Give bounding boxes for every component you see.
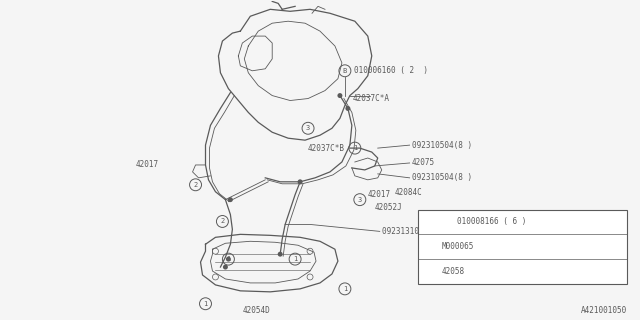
Text: 092310504(8 ): 092310504(8 ) bbox=[412, 173, 472, 182]
Text: A421001050: A421001050 bbox=[580, 306, 627, 315]
Text: 010006160 ( 2  ): 010006160 ( 2 ) bbox=[354, 66, 428, 75]
Text: 42054D: 42054D bbox=[243, 306, 270, 315]
Text: M000065: M000065 bbox=[442, 242, 474, 251]
Text: 3: 3 bbox=[306, 125, 310, 131]
Text: 42017: 42017 bbox=[136, 160, 159, 170]
Text: 2: 2 bbox=[193, 182, 198, 188]
Circle shape bbox=[226, 257, 231, 262]
Text: 3: 3 bbox=[429, 267, 434, 276]
Circle shape bbox=[298, 179, 303, 184]
Text: 1: 1 bbox=[293, 256, 297, 262]
Text: 3: 3 bbox=[358, 197, 362, 203]
Text: B: B bbox=[343, 68, 347, 74]
Text: 42052J: 42052J bbox=[375, 203, 403, 212]
Circle shape bbox=[337, 93, 342, 98]
Circle shape bbox=[346, 106, 350, 111]
Text: 42075: 42075 bbox=[412, 158, 435, 167]
Circle shape bbox=[278, 252, 283, 257]
Text: 1: 1 bbox=[343, 286, 347, 292]
Text: 1: 1 bbox=[204, 301, 207, 307]
Text: 1: 1 bbox=[353, 145, 357, 151]
Text: 42037C*B: 42037C*B bbox=[308, 144, 345, 153]
Circle shape bbox=[223, 265, 228, 269]
Text: 42084C: 42084C bbox=[395, 188, 422, 197]
Text: 010008166 ( 6 ): 010008166 ( 6 ) bbox=[458, 218, 527, 227]
Text: 42037C*A: 42037C*A bbox=[353, 94, 390, 103]
Circle shape bbox=[228, 197, 233, 202]
Text: 42017: 42017 bbox=[368, 190, 391, 199]
Text: 2: 2 bbox=[429, 242, 434, 251]
Text: 1: 1 bbox=[429, 218, 434, 227]
Text: 092310504(8 ): 092310504(8 ) bbox=[412, 140, 472, 150]
Text: 2: 2 bbox=[220, 219, 225, 224]
Text: 42058: 42058 bbox=[442, 267, 465, 276]
Text: 1: 1 bbox=[227, 256, 230, 262]
Text: 092313104 ( 3 ): 092313104 ( 3 ) bbox=[381, 227, 451, 236]
Text: B: B bbox=[447, 219, 452, 225]
FancyBboxPatch shape bbox=[417, 210, 627, 284]
